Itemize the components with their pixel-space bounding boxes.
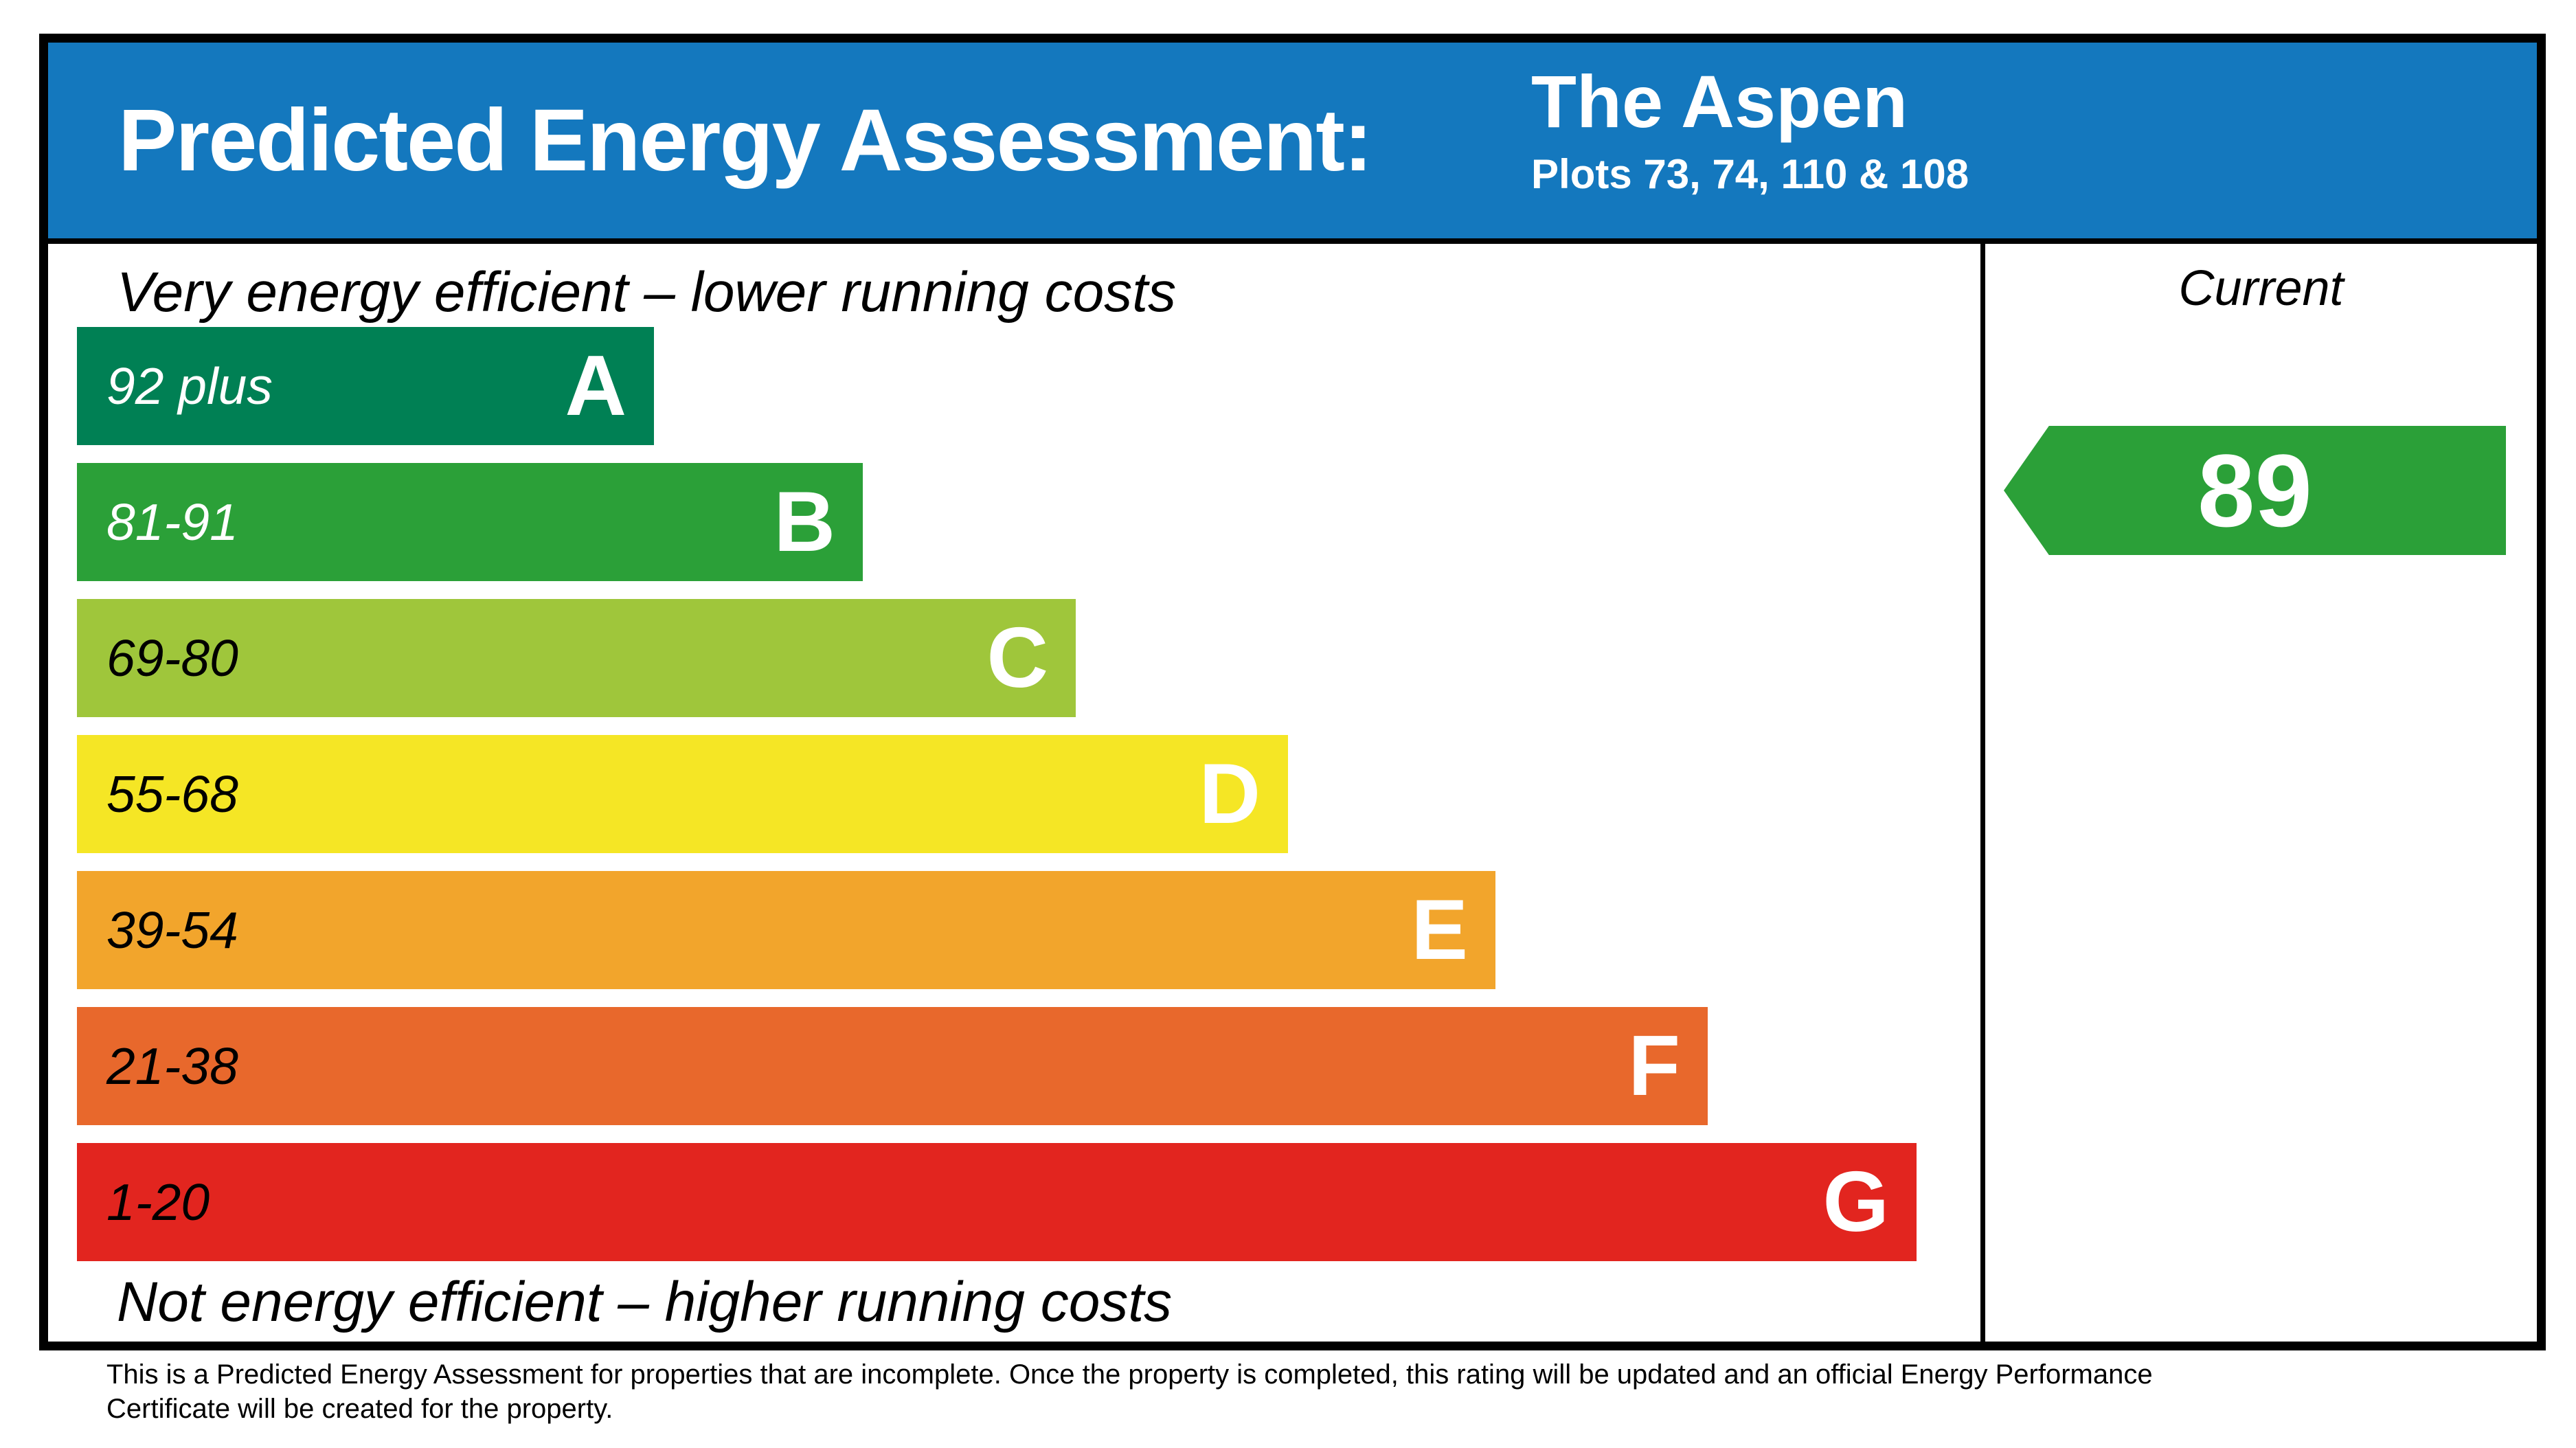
rating-band-row: 21-38 F [77,1007,1980,1125]
current-column-header: Current [2178,261,2344,316]
rating-band-bar: 39-54 E [77,871,1495,989]
bands-list: 92 plus A 81-91 B 69-80 C 55-68 D 39-54 … [77,327,1980,1279]
footer-line-1: This is a Predicted Energy Assessment fo… [106,1359,2153,1390]
band-letter: B [773,475,835,569]
band-range-label: 21-38 [106,1037,238,1095]
band-letter: D [1199,747,1261,841]
rating-band-bar: 1-20 G [77,1143,1917,1261]
rating-band-bar: 55-68 D [77,735,1288,853]
rating-band-bar: 81-91 B [77,463,863,581]
footer-note: This is a Predicted Energy Assessment fo… [106,1357,2153,1426]
band-range-label: 39-54 [106,901,238,959]
rating-band-bar: 92 plus A [77,327,654,445]
footer-line-2: Certificate will be created for the prop… [106,1394,613,1424]
band-letter: G [1822,1155,1889,1249]
rating-band-row: 69-80 C [77,599,1980,717]
rating-band-row: 55-68 D [77,735,1980,853]
bottom-caption: Not energy efficient – higher running co… [117,1271,1173,1333]
rating-band-bar: 69-80 C [77,599,1076,717]
rating-band-row: 39-54 E [77,871,1980,989]
certificate-frame: Predicted Energy Assessment: The Aspen P… [39,34,2546,1350]
band-letter: F [1628,1019,1680,1113]
current-rating-value: 89 [2197,433,2312,548]
rating-band-row: 81-91 B [77,463,1980,581]
current-rating-arrow: 89 [2004,426,2506,555]
band-range-label: 81-91 [106,493,238,551]
rating-band-bar: 21-38 F [77,1007,1708,1125]
page-title: Predicted Energy Assessment: [118,91,1372,190]
property-plots: Plots 73, 74, 110 & 108 [1531,151,1969,197]
bands-column: Very energy efficient – lower running co… [48,244,1985,1342]
top-caption: Very energy efficient – lower running co… [117,261,1177,324]
band-range-label: 69-80 [106,629,238,687]
band-letter: C [986,611,1048,705]
band-range-label: 55-68 [106,765,238,823]
band-letter: A [565,339,626,433]
rating-band-row: 1-20 G [77,1143,1980,1261]
band-letter: E [1411,883,1468,977]
header: Predicted Energy Assessment: The Aspen P… [48,43,2537,244]
rating-band-row: 92 plus A [77,327,1980,445]
rating-chart: Very energy efficient – lower running co… [48,244,2537,1342]
band-range-label: 1-20 [106,1173,210,1231]
band-range-label: 92 plus [106,357,273,415]
property-name: The Aspen [1531,60,1908,143]
current-column: Current 89 [1985,244,2537,1342]
property-info: The Aspen Plots 73, 74, 110 & 108 [1531,65,1969,195]
